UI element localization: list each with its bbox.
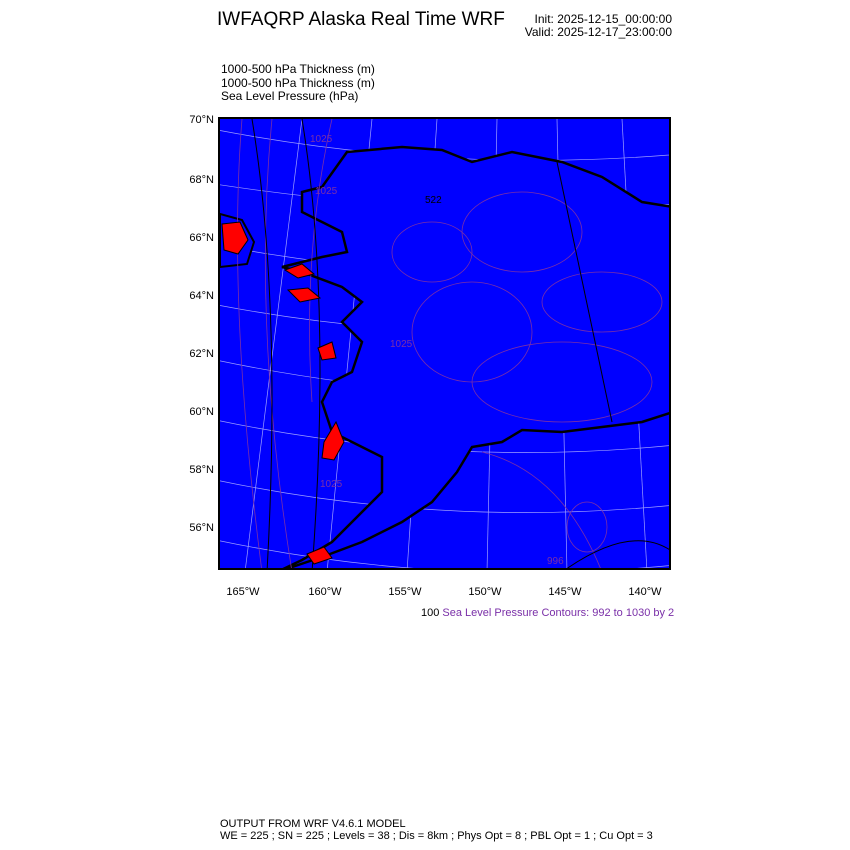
contour-label: 1025	[310, 134, 333, 145]
warm-patches	[221, 221, 345, 565]
lon-label: 160°W	[308, 586, 342, 598]
plot-title: IWFAQRP Alaska Real Time WRF	[217, 9, 505, 30]
legend-prefix: 100	[421, 607, 440, 619]
lon-label: 165°W	[226, 586, 260, 598]
lon-label: 140°W	[628, 586, 662, 598]
model-version: OUTPUT FROM WRF V4.6.1 MODEL	[220, 818, 406, 830]
field-slp: Sea Level Pressure (hPa)	[221, 89, 359, 103]
thickness-contours	[251, 119, 669, 568]
lat-label: 68°N	[189, 174, 214, 186]
contour-legend: 100 Sea Level Pressure Contours: 992 to …	[421, 607, 674, 619]
lat-label: 64°N	[189, 290, 214, 302]
contour-label: 1025	[320, 479, 343, 490]
run-times: Init: 2025-12-15_00:00:00 Valid: 2025-12…	[525, 13, 672, 39]
legend-slp-text: Sea Level Pressure Contours: 992 to 1030…	[442, 607, 675, 619]
field-thickness-1: 1000-500 hPa Thickness (m)	[221, 62, 375, 76]
init-time: Init: 2025-12-15_00:00:00	[534, 12, 672, 26]
contour-label: 522	[425, 195, 442, 206]
contour-labels: 1025 1025 522 1025 1025 996	[310, 134, 564, 567]
model-settings: WE = 225 ; SN = 225 ; Levels = 38 ; Dis …	[220, 830, 653, 842]
lon-label: 150°W	[468, 586, 502, 598]
lon-label: 145°W	[548, 586, 582, 598]
model-info: OUTPUT FROM WRF V4.6.1 MODEL WE = 225 ; …	[220, 818, 653, 842]
contour-label: 1025	[390, 339, 413, 350]
contour-label: 996	[547, 556, 564, 567]
contour-label: 1025	[315, 186, 338, 197]
map-svg: 1025 1025 522 1025 1025 996	[220, 119, 669, 568]
lon-label: 155°W	[388, 586, 422, 598]
lat-label: 58°N	[189, 464, 214, 476]
lat-label: 60°N	[189, 406, 214, 418]
map-panel: 1025 1025 522 1025 1025 996	[218, 117, 671, 570]
lat-label: 62°N	[189, 348, 214, 360]
lat-label: 66°N	[189, 232, 214, 244]
lat-label: 56°N	[189, 522, 214, 534]
lat-label: 70°N	[189, 114, 214, 126]
valid-time: Valid: 2025-12-17_23:00:00	[524, 25, 672, 39]
field-thickness-2: 1000-500 hPa Thickness (m)	[221, 75, 375, 90]
field-list: 1000-500 hPa Thickness (m) 1000-500 hPa …	[221, 62, 375, 104]
slp-contours	[237, 119, 663, 568]
